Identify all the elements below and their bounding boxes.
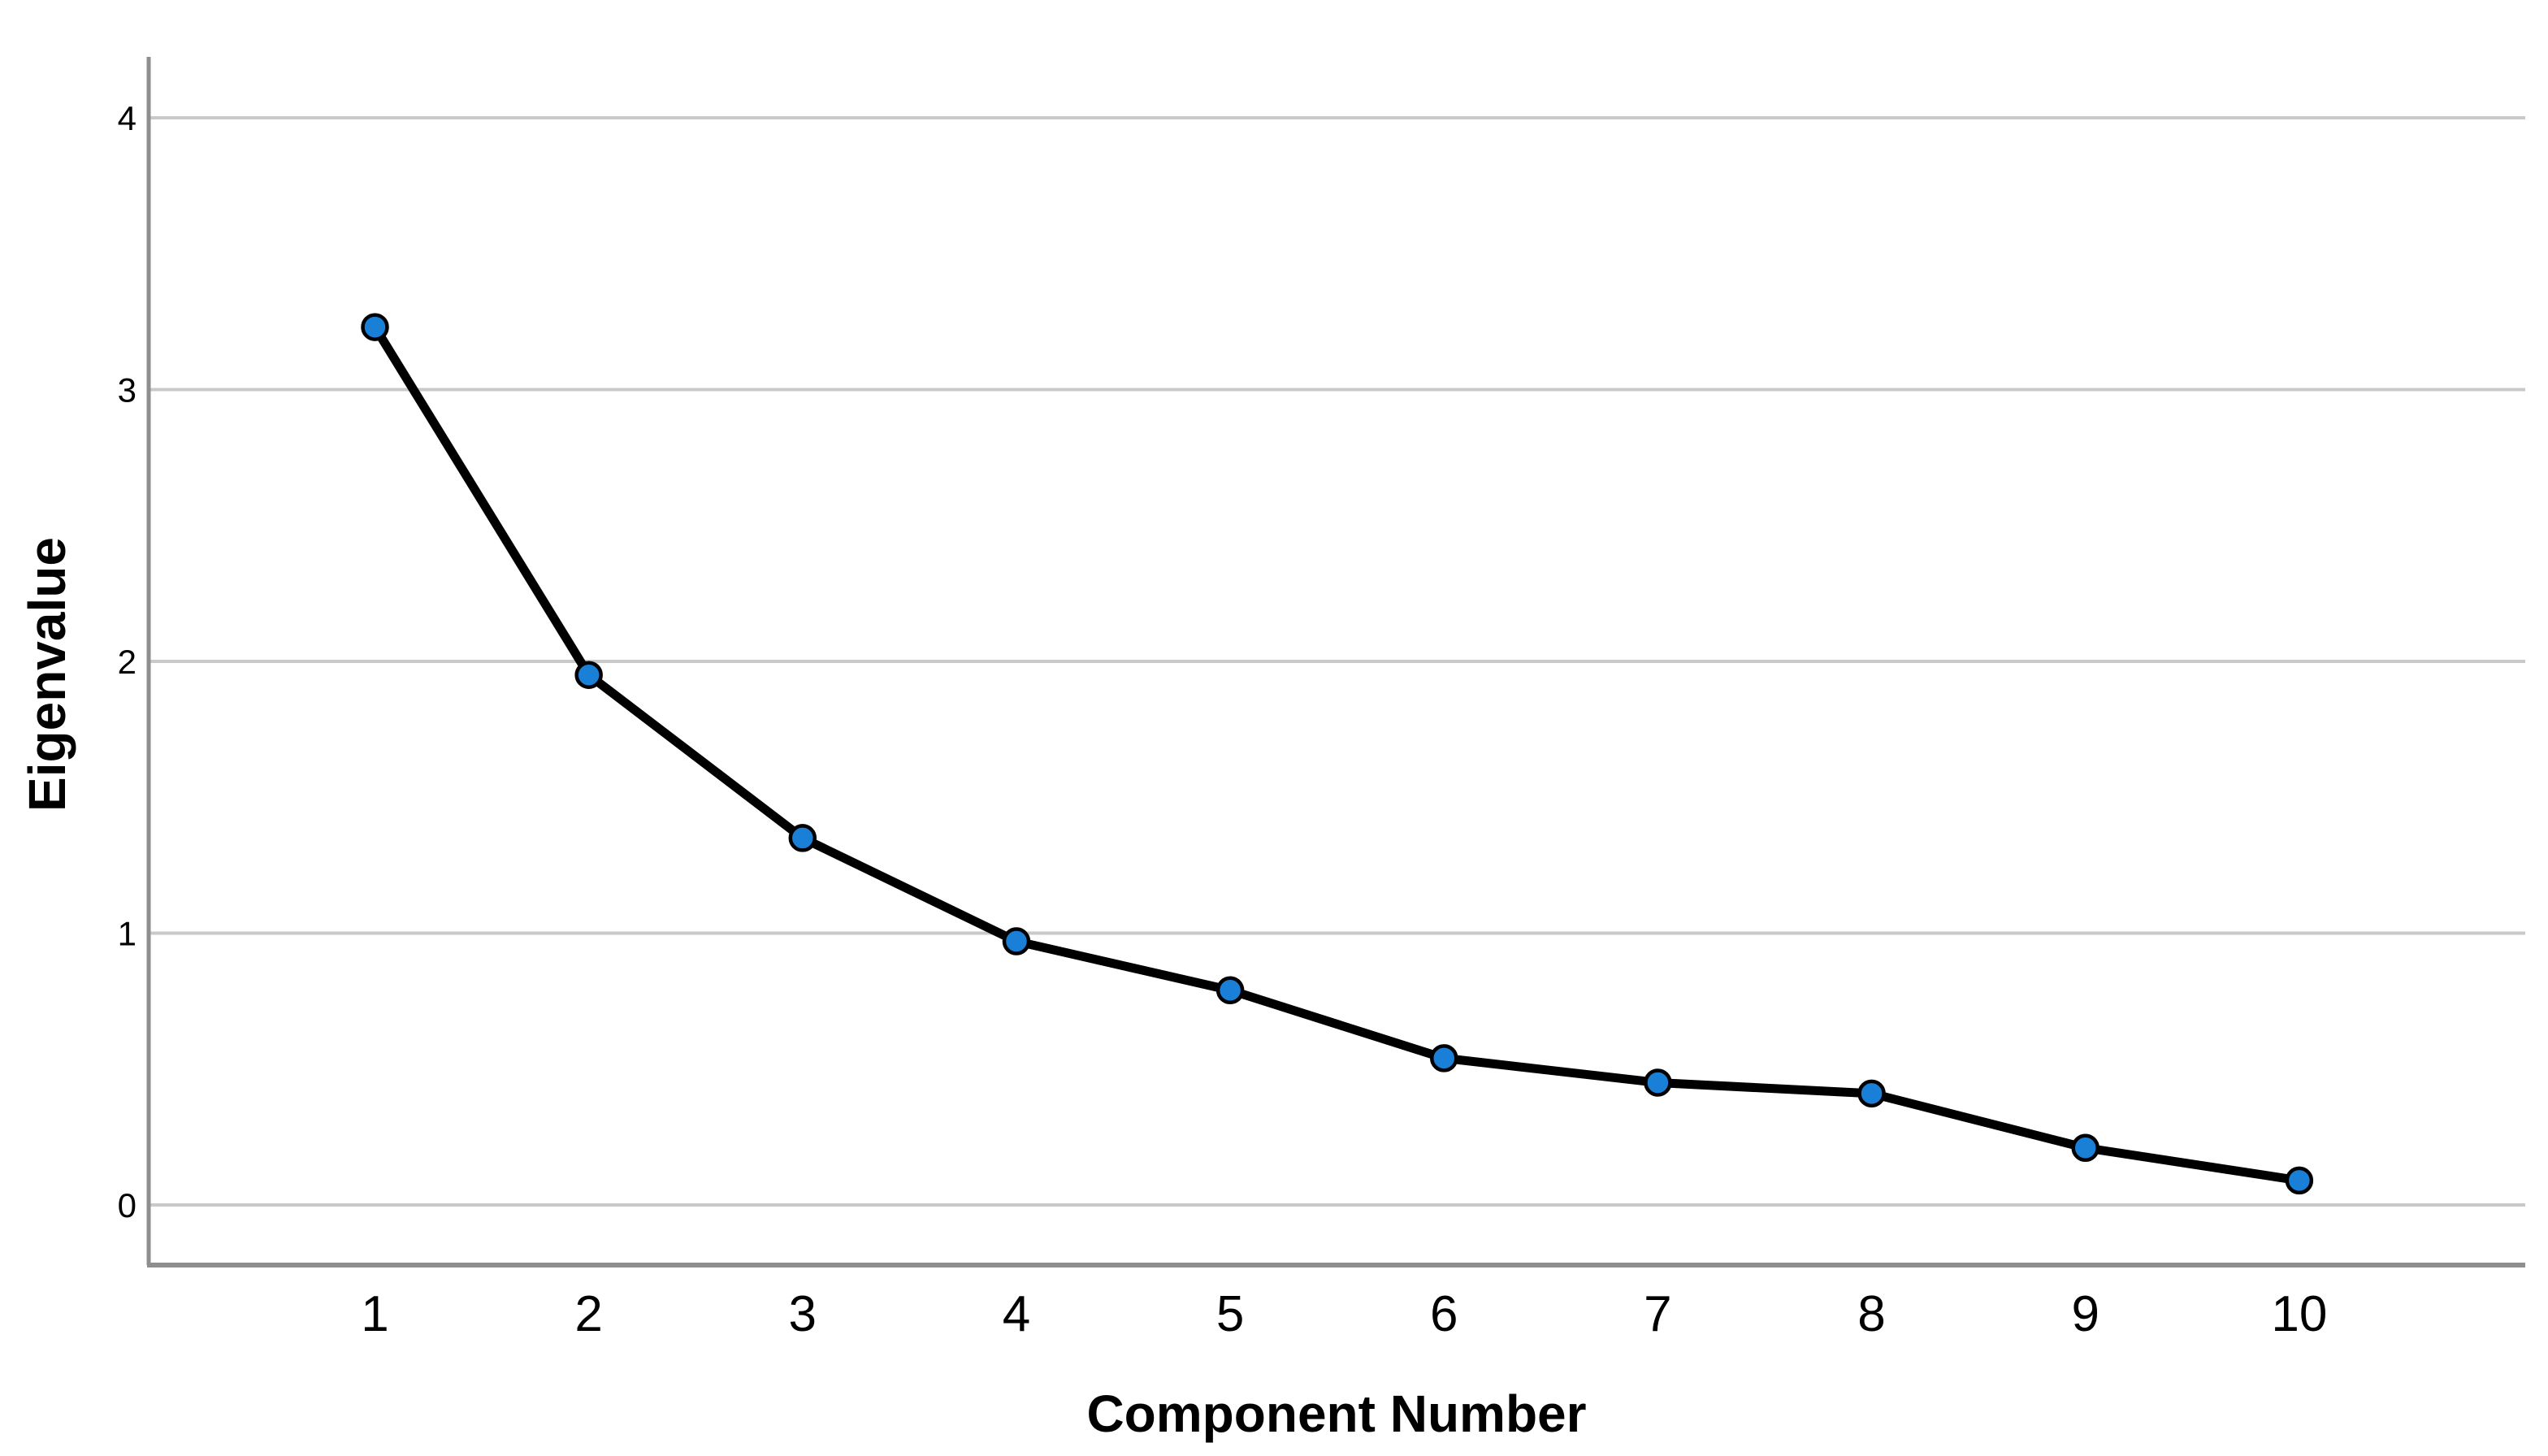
x-tick-label: 1 (361, 1286, 388, 1342)
x-tick-label: 10 (2271, 1286, 2327, 1342)
y-tick-label: 2 (118, 643, 136, 681)
data-point-marker (2071, 1133, 2100, 1163)
x-tick-label: 6 (1430, 1286, 1458, 1342)
y-tick-label: 1 (118, 915, 136, 953)
data-point-marker (1002, 927, 1031, 956)
x-tick-label: 5 (1216, 1286, 1244, 1342)
x-tick-label: 4 (1003, 1286, 1030, 1342)
x-tick-label: 8 (1857, 1286, 1885, 1342)
y-tick-label: 3 (118, 371, 136, 410)
y-tick-label: 0 (118, 1186, 136, 1224)
data-point-marker (2285, 1166, 2314, 1195)
data-point-marker (574, 661, 603, 689)
data-point-marker (1430, 1044, 1458, 1072)
x-axis-title: Component Number (1086, 1384, 1587, 1443)
x-tick-label: 3 (789, 1286, 817, 1342)
data-point-marker (1644, 1068, 1672, 1097)
x-tick-label: 7 (1644, 1286, 1671, 1342)
data-point-marker (788, 824, 817, 852)
data-point-marker (1216, 976, 1245, 1004)
data-point-marker (361, 313, 389, 341)
x-tick-label: 2 (574, 1286, 602, 1342)
y-tick-label: 4 (118, 99, 136, 137)
eigenvalue-line (370, 324, 2300, 1185)
x-tick-label: 9 (2071, 1286, 2099, 1342)
data-point-marker (1857, 1079, 1886, 1108)
y-axis-title: Eigenvalue (18, 537, 76, 812)
